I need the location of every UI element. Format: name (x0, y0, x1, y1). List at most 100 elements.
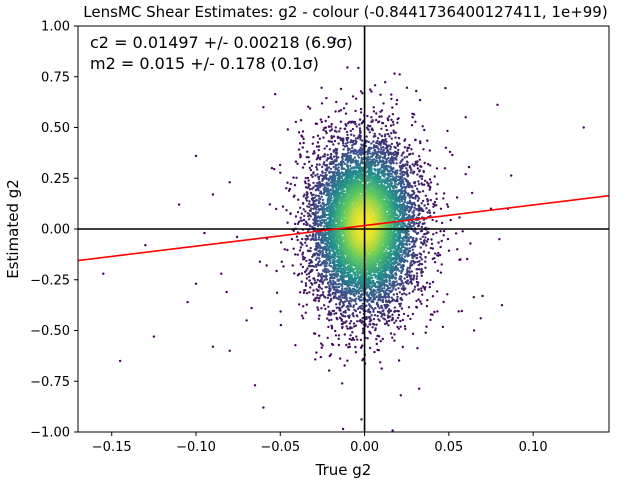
data-point (286, 248, 289, 252)
data-point (310, 164, 314, 167)
data-point (337, 298, 340, 301)
data-point (333, 208, 336, 211)
data-point (389, 145, 393, 149)
data-point (390, 137, 393, 140)
data-point (394, 136, 397, 139)
data-point (306, 223, 309, 226)
data-point (399, 161, 402, 164)
data-point (446, 205, 450, 208)
data-point (309, 249, 312, 253)
data-point (296, 162, 299, 165)
data-point (391, 429, 394, 432)
data-point (411, 248, 414, 251)
data-point (392, 287, 395, 290)
data-point (372, 146, 375, 150)
data-point (328, 184, 331, 187)
data-point (320, 342, 323, 345)
data-point (316, 219, 320, 222)
data-point (330, 153, 333, 156)
data-point (317, 178, 321, 181)
data-point (446, 293, 449, 296)
data-point (328, 293, 332, 296)
data-point (318, 297, 321, 300)
data-point (436, 269, 439, 272)
data-point (377, 121, 380, 124)
data-point (325, 164, 328, 167)
data-point (311, 255, 314, 259)
data-point (375, 141, 378, 145)
data-point (306, 205, 309, 208)
data-point (327, 325, 330, 329)
data-point (294, 160, 298, 163)
data-point (443, 167, 447, 170)
data-point (461, 230, 464, 233)
data-point (391, 289, 394, 292)
data-point (299, 263, 302, 266)
data-point (411, 237, 414, 240)
data-point (420, 302, 423, 305)
data-point (423, 128, 426, 132)
data-point (319, 198, 322, 201)
data-point (318, 286, 322, 289)
data-point (384, 147, 387, 150)
data-point (318, 259, 321, 263)
data-point (310, 207, 313, 210)
data-point (309, 209, 312, 213)
data-point (402, 312, 406, 316)
data-point (326, 153, 329, 157)
data-point (420, 274, 423, 277)
data-point (313, 332, 317, 335)
data-point (420, 177, 424, 181)
data-point (403, 177, 406, 180)
data-point (296, 211, 300, 214)
data-point (383, 157, 386, 160)
data-point (356, 320, 359, 323)
data-point (381, 174, 384, 177)
data-point (348, 148, 351, 151)
data-point (332, 143, 335, 146)
data-point (374, 307, 377, 310)
data-point (399, 394, 402, 397)
data-point (399, 166, 402, 169)
data-point (377, 148, 380, 151)
data-point (429, 181, 433, 184)
data-point (391, 336, 394, 339)
data-point (348, 322, 352, 325)
data-point (305, 292, 309, 295)
data-point (426, 203, 430, 206)
data-point (446, 129, 449, 133)
data-point (355, 152, 358, 155)
data-point (314, 258, 318, 261)
data-point (428, 285, 431, 289)
data-point (305, 259, 308, 263)
data-point (372, 106, 375, 109)
data-point (439, 245, 442, 249)
data-point (318, 314, 321, 317)
data-point (325, 173, 328, 177)
data-point (347, 304, 350, 307)
data-point (376, 348, 379, 352)
data-point (421, 190, 425, 193)
data-point (353, 308, 356, 312)
data-point (342, 107, 346, 110)
data-point (406, 270, 409, 273)
data-point (386, 314, 390, 317)
data-point (380, 115, 383, 118)
data-point (472, 329, 476, 332)
data-point (380, 304, 383, 308)
data-point (388, 135, 391, 138)
data-point (288, 187, 292, 191)
data-point (330, 342, 334, 346)
data-point (344, 142, 348, 145)
data-point (293, 184, 297, 187)
data-point (393, 150, 397, 153)
data-point (345, 325, 348, 328)
data-point (397, 148, 400, 152)
data-point (410, 148, 413, 151)
data-point (211, 345, 215, 348)
data-point (308, 279, 312, 282)
data-point (307, 179, 310, 182)
data-point (373, 314, 377, 317)
data-point (406, 147, 409, 150)
data-point (312, 136, 315, 139)
